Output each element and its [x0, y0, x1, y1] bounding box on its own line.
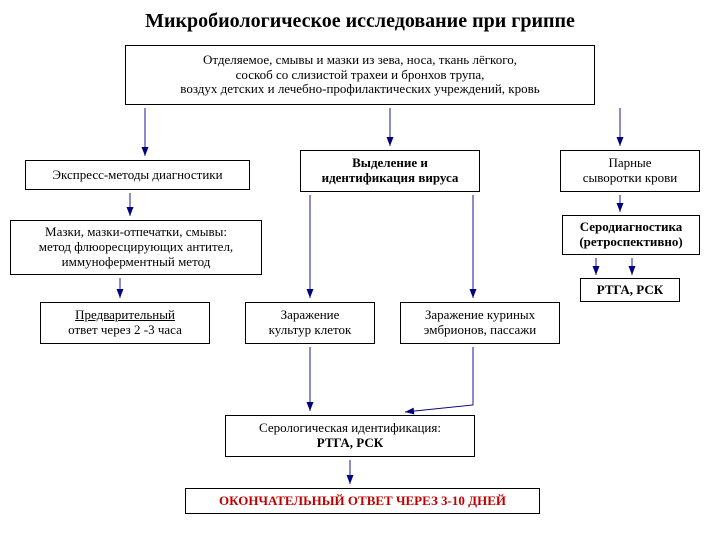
seroId-line-0: Серологическая идентификация: [259, 421, 441, 436]
final-answer-box: ОКОНЧАТЕЛЬНЫЙ ОТВЕТ ЧЕРЕЗ 3-10 ДНЕЙ [185, 488, 540, 514]
cellCulture-line-1: культур клеток [269, 323, 352, 338]
isolation-line-1: идентификация вируса [322, 171, 459, 186]
serodiag-line-1: (ретроспективно) [579, 235, 682, 250]
serological-identification-box: Серологическая идентификация:РТГА, РСК [225, 415, 475, 457]
express-line-0: Экспресс-методы диагностики [52, 168, 222, 183]
isolation-box: Выделение иидентификация вируса [300, 150, 480, 192]
cellCulture-line-0: Заражение [281, 308, 340, 323]
serodiag-line-0: Серодиагностика [580, 220, 683, 235]
preliminary-line-0: Предварительный [75, 308, 175, 323]
specimens-line-0: Отделяемое, смывы и мазки из зева, носа,… [203, 53, 517, 68]
isolation-line-0: Выделение и [352, 156, 428, 171]
chickEmbryo-line-1: эмбрионов, пассажи [424, 323, 537, 338]
rtga-rsk-box: РТГА, РСК [580, 278, 680, 302]
rtgaRsk1-line-0: РТГА, РСК [597, 283, 663, 298]
specimens-box: Отделяемое, смывы и мазки из зева, носа,… [125, 45, 595, 105]
pairedSera-line-0: Парные [608, 156, 651, 171]
pairedSera-line-1: сыворотки крови [583, 171, 678, 186]
preliminary-line-1: ответ через 2 -3 часа [68, 323, 182, 338]
paired-sera-box: Парныесыворотки крови [560, 150, 700, 192]
diagram-title: Микробиологическое исследование при грип… [0, 10, 720, 33]
chick-embryo-box: Заражение куриныхэмбрионов, пассажи [400, 302, 560, 344]
final-line-0: ОКОНЧАТЕЛЬНЫЙ ОТВЕТ ЧЕРЕЗ 3-10 ДНЕЙ [219, 494, 506, 509]
express-methods-box: Экспресс-методы диагностики [25, 160, 250, 190]
smears-line-2: иммуноферментный метод [62, 255, 211, 270]
smears-box: Мазки, мазки-отпечатки, смывы:метод флюо… [10, 220, 262, 275]
smears-line-1: метод флюоресцирующих антител, [39, 240, 233, 255]
chickEmbryo-line-0: Заражение куриных [425, 308, 535, 323]
cell-culture-box: Заражениекультур клеток [245, 302, 375, 344]
seroId-line-1: РТГА, РСК [317, 436, 383, 451]
smears-line-0: Мазки, мазки-отпечатки, смывы: [45, 225, 227, 240]
specimens-line-2: воздух детских и лечебно-профилактически… [180, 82, 539, 97]
serodiagnostics-box: Серодиагностика(ретроспективно) [562, 215, 700, 255]
specimens-line-1: соскоб со слизистой трахеи и бронхов тру… [236, 68, 485, 83]
preliminary-answer-box: Предварительныйответ через 2 -3 часа [40, 302, 210, 344]
